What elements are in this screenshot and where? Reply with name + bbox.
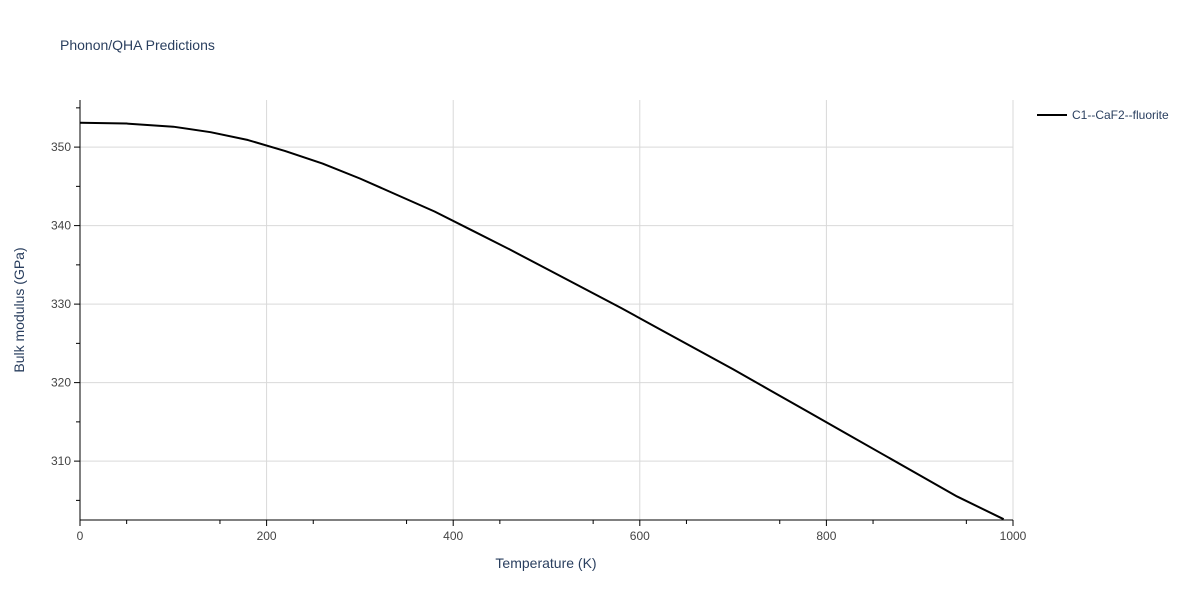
legend[interactable]: C1--CaF2--fluorite — [1037, 108, 1169, 122]
x-tick-label-3: 600 — [630, 529, 650, 543]
x-tick-label-0: 0 — [77, 529, 84, 543]
legend-label-0: C1--CaF2--fluorite — [1072, 108, 1169, 122]
axes: 0 200 400 600 800 1000 310 320 330 340 350 — [51, 100, 1027, 543]
series-line-0 — [79, 121, 1005, 521]
x-tick-label-2: 400 — [443, 529, 463, 543]
chart-title: Phonon/QHA Predictions — [60, 37, 215, 53]
x-tick-label-4: 800 — [816, 529, 836, 543]
y-tick-label-2: 330 — [51, 297, 71, 311]
y-tick-label-3: 340 — [51, 219, 71, 233]
x-tick-label-1: 200 — [257, 529, 277, 543]
x-tick-label-5: 1000 — [1000, 529, 1027, 543]
y-axis-title: Bulk modulus (GPa) — [11, 247, 27, 372]
gridlines — [80, 100, 1014, 520]
y-tick-label-1: 320 — [51, 376, 71, 390]
y-tick-label-0: 310 — [51, 454, 71, 468]
y-tick-label-4: 350 — [51, 140, 71, 154]
x-axis-title: Temperature (K) — [495, 555, 596, 571]
series-lines — [79, 121, 1005, 521]
